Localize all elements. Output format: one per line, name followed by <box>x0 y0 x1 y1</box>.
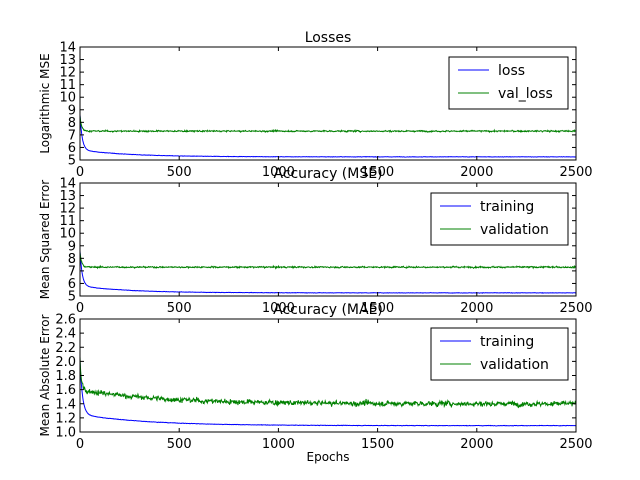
legend-label: validation <box>480 222 549 238</box>
y-tick-label: 1.2 <box>55 411 76 426</box>
y-tick-label: 1.4 <box>55 397 76 412</box>
legend-label: training <box>480 199 534 215</box>
legend-label: loss <box>498 63 525 79</box>
x-tick-label: 0 <box>76 437 84 452</box>
y-tick-label: 14 <box>59 177 76 192</box>
x-tick-label: 2500 <box>559 437 592 452</box>
plot-frame <box>79 46 577 161</box>
legend-box <box>430 192 569 246</box>
y-tick-label: 7 <box>68 264 76 279</box>
x-tick-label: 1000 <box>262 437 295 452</box>
x-tick-label: 2500 <box>559 165 592 180</box>
subplot-3: 0 500 1000 1500 2000 25001.01.21.41.61.82.02.… <box>38 302 593 464</box>
x-tick-label: 1500 <box>361 301 394 316</box>
y-axis-label: Mean Squared Error <box>38 180 52 300</box>
y-tick-label: 12 <box>59 66 76 81</box>
x-tick-label: 1500 <box>361 165 394 180</box>
x-tick-label: 0 <box>76 165 84 180</box>
legend: training validation <box>430 327 569 381</box>
legend: training validation <box>430 192 569 246</box>
y-tick-label: 13 <box>59 189 76 204</box>
y-tick-label: 2.4 <box>55 327 76 342</box>
y-tick-label: 1.6 <box>55 383 76 398</box>
series-line-validation <box>80 356 576 409</box>
chart-title: Accuracy (MSE) <box>273 166 382 182</box>
x-tick-label: 2500 <box>559 301 592 316</box>
legend-label: val_loss <box>498 86 553 102</box>
y-tick-label: 10 <box>59 91 76 106</box>
y-tick-label: 6 <box>68 277 76 292</box>
x-axis-label: Epochs <box>307 450 350 464</box>
y-tick-label: 13 <box>59 53 76 68</box>
x-tick-label: 500 <box>167 301 192 316</box>
x-tick-label: 500 <box>167 165 192 180</box>
y-tick-label: 8 <box>68 252 76 267</box>
series-line-validation <box>80 252 576 270</box>
y-axis-label: Logarithmic MSE <box>38 53 52 153</box>
y-tick-label: 1.0 <box>55 426 76 441</box>
y-tick-label: 9 <box>68 103 76 118</box>
legend-label: validation <box>480 357 549 373</box>
y-tick-label: 2.0 <box>55 355 76 370</box>
y-tick-label: 9 <box>68 239 76 254</box>
y-tick-label: 11 <box>59 78 76 93</box>
x-tick-label: 1000 <box>262 301 295 316</box>
y-tick-label: 11 <box>59 214 76 229</box>
legend: loss val_loss <box>448 56 569 110</box>
y-tick-label: 5 <box>68 290 76 305</box>
series-line-training <box>80 250 576 294</box>
series-line-val_loss <box>80 115 576 134</box>
chart-title: Losses <box>305 30 352 46</box>
plot-frame <box>79 182 577 297</box>
y-tick-label: 2.6 <box>55 313 76 328</box>
legend-box <box>430 327 569 381</box>
x-tick-label: 0 <box>76 301 84 316</box>
y-tick-label: 1.8 <box>55 369 76 384</box>
series-line-loss <box>80 114 576 158</box>
x-tick-label: 500 <box>167 437 192 452</box>
legend-box <box>448 56 569 110</box>
legend-label: training <box>480 334 534 350</box>
series-line-training <box>80 361 576 427</box>
chart-title: Accuracy (MAE) <box>273 302 383 318</box>
y-tick-label: 14 <box>59 41 76 56</box>
y-tick-label: 6 <box>68 141 76 156</box>
y-axis-label: Mean Absolute Error <box>38 314 52 436</box>
x-tick-label: 1500 <box>361 437 394 452</box>
y-tick-label: 10 <box>59 227 76 242</box>
x-tick-label: 2000 <box>460 165 493 180</box>
y-tick-label: 8 <box>68 116 76 131</box>
x-tick-label: 2000 <box>460 437 493 452</box>
y-tick-label: 2.2 <box>55 341 76 356</box>
x-tick-label: 2000 <box>460 301 493 316</box>
y-tick-label: 12 <box>59 202 76 217</box>
y-tick-label: 7 <box>68 128 76 143</box>
x-tick-label: 1000 <box>262 165 295 180</box>
y-tick-label: 5 <box>68 154 76 169</box>
